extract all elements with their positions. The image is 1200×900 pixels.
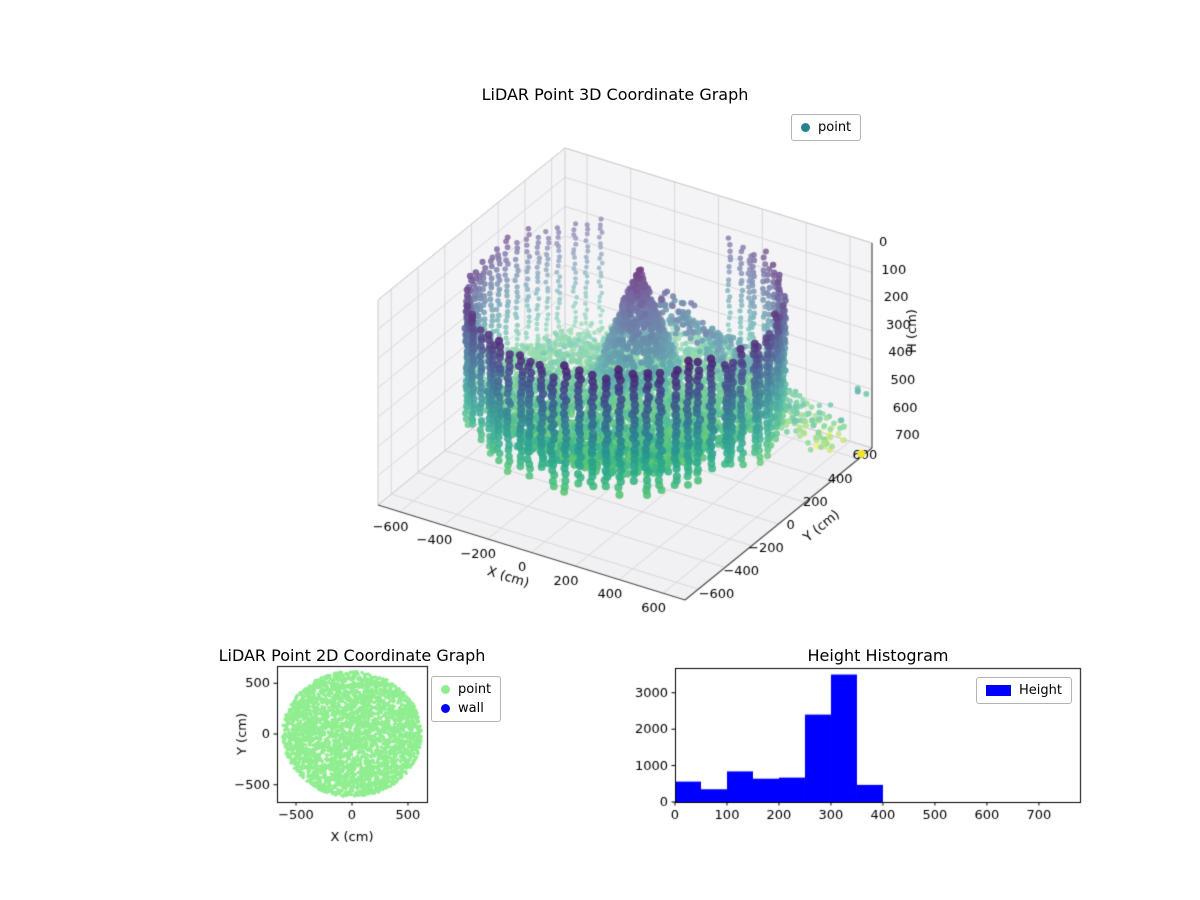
histogram-title: Height Histogram <box>807 646 949 665</box>
histogram-legend: Height <box>976 677 1072 704</box>
plot2d-legend: point wall <box>431 676 502 722</box>
plot3d-legend: point <box>791 114 862 141</box>
legend-entry-point: point <box>441 681 491 698</box>
point-marker-icon <box>441 685 450 694</box>
height-marker-icon <box>986 685 1011 696</box>
legend-entry-height: Height <box>986 682 1062 699</box>
plot3d-title: LiDAR Point 3D Coordinate Graph <box>481 85 749 104</box>
plot2d-title: LiDAR Point 2D Coordinate Graph <box>218 646 486 665</box>
wall-marker-icon <box>441 704 450 713</box>
legend-label-point: point <box>818 120 852 135</box>
legend-entry-wall: wall <box>441 700 491 717</box>
legend-label-wall: wall <box>458 701 484 716</box>
legend-label-height: Height <box>1019 683 1062 698</box>
legend-entry-point: point <box>801 119 851 136</box>
point-marker-icon <box>801 123 810 132</box>
legend-label-point: point <box>458 682 492 697</box>
